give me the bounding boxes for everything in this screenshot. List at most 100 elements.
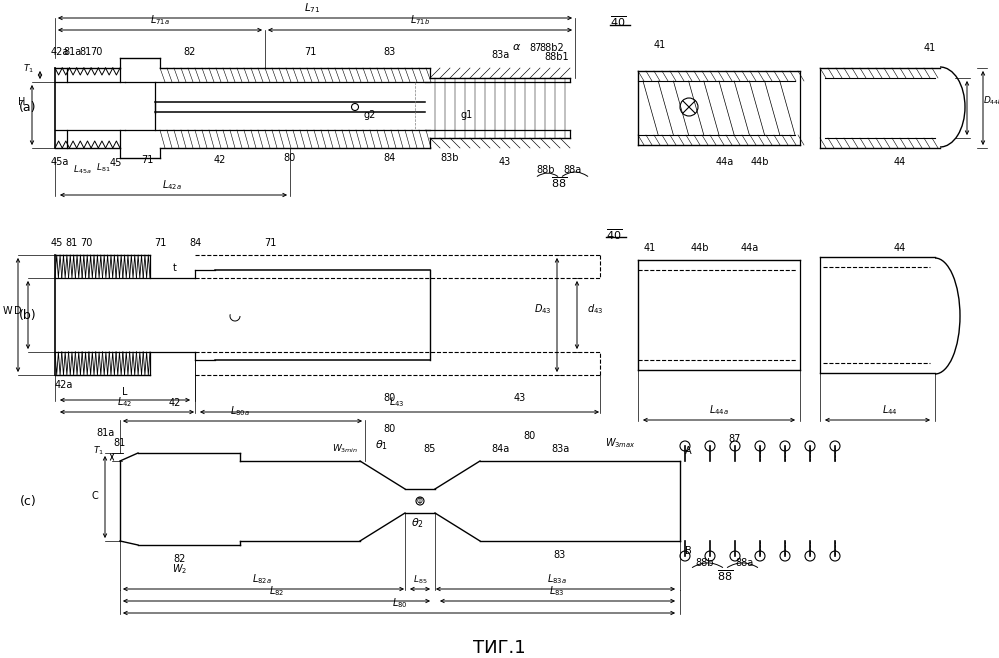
Text: 71: 71 <box>264 238 276 248</box>
Text: 88b2: 88b2 <box>539 43 564 53</box>
Text: $L_{81}$: $L_{81}$ <box>96 162 110 174</box>
Text: $L_{80a}$: $L_{80a}$ <box>230 404 250 418</box>
Text: (c): (c) <box>20 495 36 507</box>
Text: 81: 81 <box>114 438 126 448</box>
Text: 70: 70 <box>80 238 92 248</box>
Text: $\theta_2$: $\theta_2$ <box>411 516 424 530</box>
Text: 88b1: 88b1 <box>544 52 569 62</box>
Text: 43: 43 <box>513 393 526 403</box>
Text: $\Phi$: $\Phi$ <box>417 495 424 507</box>
Text: L: L <box>122 387 128 397</box>
Text: g1: g1 <box>461 110 474 120</box>
Text: 71: 71 <box>141 155 153 165</box>
Text: t: t <box>173 263 177 273</box>
Text: 45a: 45a <box>51 157 69 167</box>
Text: $L_{71}$: $L_{71}$ <box>304 1 321 15</box>
Text: H: H <box>18 97 25 107</box>
Text: $D_{44}$: $D_{44}$ <box>997 95 999 107</box>
Text: $\overline{88}$: $\overline{88}$ <box>550 176 567 190</box>
Text: 83: 83 <box>553 550 566 560</box>
Text: C: C <box>91 491 98 501</box>
Text: $L_{42}$: $L_{42}$ <box>117 395 133 409</box>
Text: $W_{3max}$: $W_{3max}$ <box>604 436 635 450</box>
Text: 44b: 44b <box>690 243 709 253</box>
Text: $L_{43}$: $L_{43}$ <box>390 395 405 409</box>
Text: $L_{71a}$: $L_{71a}$ <box>150 13 170 27</box>
Text: 45: 45 <box>51 238 63 248</box>
Text: 42a: 42a <box>55 380 73 390</box>
Text: 70: 70 <box>90 47 102 57</box>
Text: 42a: 42a <box>51 47 69 57</box>
Text: $\alpha$: $\alpha$ <box>512 42 521 52</box>
Text: $T_1$: $T_1$ <box>93 445 104 457</box>
Text: $L_{85}$: $L_{85}$ <box>413 574 428 586</box>
Text: $\theta_1$: $\theta_1$ <box>376 438 389 452</box>
Text: $T_1$: $T_1$ <box>23 63 34 75</box>
Text: 84: 84 <box>189 238 201 248</box>
Text: $L_{44}$: $L_{44}$ <box>882 403 898 417</box>
Text: 81: 81 <box>66 238 78 248</box>
Text: 42: 42 <box>169 398 181 408</box>
Text: 44a: 44a <box>741 243 759 253</box>
Text: $d_{43}$: $d_{43}$ <box>587 302 603 316</box>
Text: 45: 45 <box>110 158 122 168</box>
Text: 84a: 84a <box>491 444 509 454</box>
Text: A: A <box>684 446 691 456</box>
Text: 44b: 44b <box>751 157 769 167</box>
Text: $L_{42a}$: $L_{42a}$ <box>162 178 182 192</box>
Text: 71: 71 <box>154 238 166 248</box>
Text: $W_2$: $W_2$ <box>173 562 188 576</box>
Text: 84: 84 <box>384 153 397 163</box>
Text: 88b: 88b <box>695 558 714 568</box>
Text: 44: 44 <box>894 243 906 253</box>
Text: $\overline{40}$: $\overline{40}$ <box>606 228 622 242</box>
Text: 83: 83 <box>384 47 397 57</box>
Text: 80: 80 <box>384 393 397 403</box>
Text: 81a: 81a <box>64 47 82 57</box>
Text: $L_{82a}$: $L_{82a}$ <box>252 572 272 586</box>
Text: 87: 87 <box>729 434 741 444</box>
Text: 80: 80 <box>384 424 397 434</box>
Text: 71: 71 <box>304 47 317 57</box>
Text: $L_{82}$: $L_{82}$ <box>270 584 285 598</box>
Text: $L_{71b}$: $L_{71b}$ <box>410 13 430 27</box>
Text: 88b: 88b <box>536 165 555 175</box>
Text: 42: 42 <box>214 155 226 165</box>
Text: ΤИГ.1: ΤИГ.1 <box>473 639 525 657</box>
Text: 41: 41 <box>644 243 656 253</box>
Text: 80: 80 <box>523 431 536 441</box>
Text: D: D <box>14 306 22 316</box>
Text: 83a: 83a <box>550 444 569 454</box>
Text: $L_{83a}$: $L_{83a}$ <box>547 572 566 586</box>
Text: $\overline{40}$: $\overline{40}$ <box>610 14 626 30</box>
Text: 44: 44 <box>894 157 906 167</box>
Text: $L_{83}$: $L_{83}$ <box>549 584 564 598</box>
Text: (a): (a) <box>19 101 37 113</box>
Text: 83b: 83b <box>441 153 460 163</box>
Text: $L_{45a}$: $L_{45a}$ <box>73 164 91 176</box>
Text: 82: 82 <box>174 554 186 564</box>
Text: $D_{43}$: $D_{43}$ <box>534 302 552 316</box>
Text: 41: 41 <box>924 43 936 53</box>
Text: g2: g2 <box>364 110 377 120</box>
Text: 43: 43 <box>499 157 511 167</box>
Text: $L_{80}$: $L_{80}$ <box>393 596 408 610</box>
Text: $L_{44a}$: $L_{44a}$ <box>709 403 729 417</box>
Text: 41: 41 <box>654 40 666 50</box>
Text: (b): (b) <box>19 309 37 322</box>
Text: 82: 82 <box>184 47 196 57</box>
Text: $\overline{88}$: $\overline{88}$ <box>717 569 733 584</box>
Text: 85: 85 <box>424 444 437 454</box>
Text: 80: 80 <box>284 153 296 163</box>
Text: 44a: 44a <box>716 157 734 167</box>
Text: 88a: 88a <box>736 558 754 568</box>
Text: $W_{3min}$: $W_{3min}$ <box>332 443 359 455</box>
Text: B: B <box>684 546 691 556</box>
Text: W: W <box>2 306 12 316</box>
Text: 81: 81 <box>79 47 91 57</box>
Text: 88a: 88a <box>562 165 581 175</box>
Text: 83a: 83a <box>491 50 509 60</box>
Text: 87: 87 <box>529 43 542 53</box>
Text: $D_{44a}$: $D_{44a}$ <box>983 95 999 107</box>
Text: 81a: 81a <box>97 428 115 438</box>
